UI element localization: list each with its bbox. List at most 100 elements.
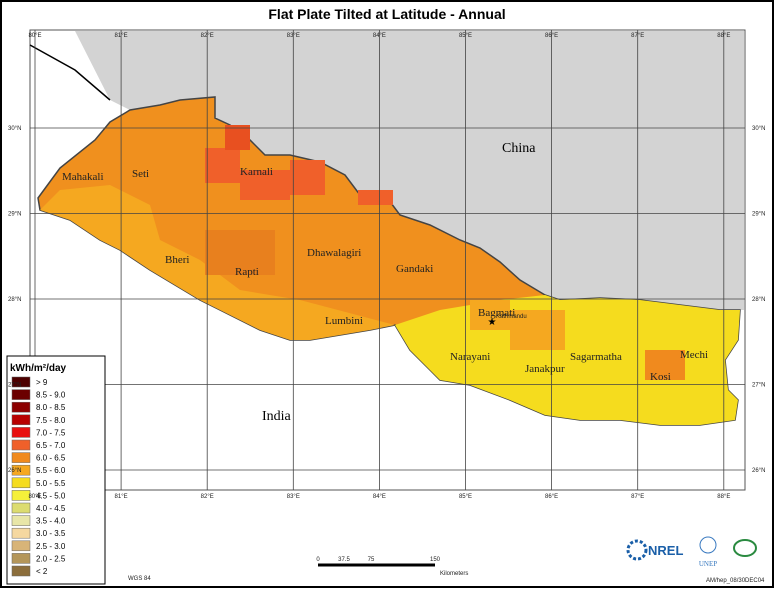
zone	[290, 160, 325, 195]
lon-label: 82°E	[201, 494, 214, 500]
scale-unit: Kilometers	[440, 571, 468, 577]
logo: UNEP	[699, 560, 717, 568]
lon-label: 81°E	[115, 33, 128, 39]
legend-label: 4.5 - 5.0	[36, 491, 66, 500]
capital-marker: ★	[488, 317, 497, 328]
lat-label: 28°N	[752, 297, 765, 303]
lat-label: 30°N	[752, 126, 765, 132]
title: Flat Plate Tilted at Latitude - Annual	[268, 6, 505, 22]
scale-label: 75	[368, 557, 375, 563]
region-label: Mahakali	[62, 171, 104, 183]
region-label: Lumbini	[325, 315, 363, 327]
legend-label: 6.0 - 6.5	[36, 454, 66, 463]
zone	[205, 230, 275, 275]
legend-label: 5.0 - 5.5	[36, 479, 66, 488]
zone	[645, 350, 685, 380]
legend-swatch	[11, 376, 31, 388]
legend-label: 3.0 - 3.5	[36, 529, 66, 538]
legend-swatch	[11, 540, 31, 552]
lat-label: 27°N	[8, 383, 21, 389]
capital-label: Kathmandu	[496, 314, 527, 320]
zone	[470, 300, 510, 330]
legend-swatch	[11, 553, 31, 564]
lon-label: 88°E	[717, 33, 730, 39]
legend-swatch	[11, 427, 31, 438]
lat-label: 28°N	[8, 297, 21, 303]
country-label: China	[502, 141, 536, 156]
region-label: Karnali	[240, 166, 273, 178]
lat-label: 27°N	[752, 383, 765, 389]
logo-icon	[626, 539, 648, 561]
china-area	[75, 31, 744, 310]
region-label: Mechi	[680, 349, 708, 361]
legend-label: 7.5 - 8.0	[36, 416, 66, 425]
zone	[358, 190, 393, 205]
lon-label: 87°E	[631, 494, 644, 500]
lon-label: 88°E	[717, 494, 730, 500]
region-label: Gandaki	[396, 263, 433, 275]
border	[29, 44, 111, 101]
legend-swatch	[11, 477, 31, 489]
region-label: Sagarmatha	[570, 351, 622, 363]
lon-label: 87°E	[631, 33, 644, 39]
legend-swatch	[11, 389, 31, 400]
region-label: Bheri	[165, 254, 189, 266]
legend-label: 7.0 - 7.5	[36, 428, 66, 437]
legend-swatch	[11, 439, 31, 451]
scale-label: 0	[316, 557, 320, 563]
zone	[40, 185, 395, 340]
credit: AM/hep_08/30DEC04	[706, 578, 765, 584]
lat-label: 26°N	[752, 468, 765, 474]
legend-label: 5.5 - 6.0	[36, 466, 66, 475]
legend-label: 2.0 - 2.5	[36, 554, 66, 563]
lon-label: 85°E	[459, 33, 472, 39]
lon-label: 84°E	[373, 494, 386, 500]
lon-label: 86°E	[545, 494, 558, 500]
logo-icon	[699, 536, 717, 554]
datum: WGS 84	[128, 576, 151, 582]
legend-label: 6.5 - 7.0	[36, 441, 66, 450]
legend-swatch	[11, 452, 31, 463]
legend-swatch	[11, 464, 31, 476]
legend-swatch	[11, 401, 31, 413]
legend-label: > 9	[36, 378, 48, 387]
lon-label: 84°E	[373, 33, 386, 39]
scale-label: 37.5	[338, 557, 350, 563]
legend-title: kWh/m²/day	[10, 363, 67, 374]
lon-label: 83°E	[287, 494, 300, 500]
lon-label: 86°E	[545, 33, 558, 39]
lon-label: 80°E	[28, 494, 41, 500]
legend-swatch	[11, 502, 31, 514]
legend-label: 4.0 - 4.5	[36, 504, 66, 513]
region-label: Kosi	[650, 371, 671, 383]
legend-label: 8.5 - 9.0	[36, 391, 66, 400]
legend-swatch	[11, 490, 31, 501]
legend-label: < 2	[36, 567, 48, 576]
zone	[225, 125, 250, 150]
country-label: India	[262, 409, 292, 424]
lon-label: 80°E	[28, 33, 41, 39]
scale-label: 150	[430, 557, 441, 563]
lat-label: 29°N	[8, 212, 21, 218]
lon-label: 82°E	[201, 33, 214, 39]
legend-swatch	[11, 527, 31, 539]
lon-label: 85°E	[459, 494, 472, 500]
region-label: Narayani	[450, 351, 490, 363]
legend-label: 8.0 - 8.5	[36, 403, 66, 412]
zone	[510, 310, 565, 350]
lat-label: 29°N	[752, 212, 765, 218]
legend-label: 2.5 - 3.0	[36, 542, 66, 551]
legend-swatch	[11, 565, 31, 577]
region-label: Rapti	[235, 266, 259, 278]
lon-label: 83°E	[287, 33, 300, 39]
zone	[205, 148, 240, 183]
region-label: Seti	[132, 168, 149, 180]
logo: NREL	[648, 543, 683, 558]
lat-label: 30°N	[8, 126, 21, 132]
legend-swatch	[11, 414, 31, 426]
zone	[240, 170, 290, 200]
legend-swatch	[11, 515, 31, 526]
logo-icon	[733, 539, 757, 557]
legend-label: 3.5 - 4.0	[36, 517, 66, 526]
